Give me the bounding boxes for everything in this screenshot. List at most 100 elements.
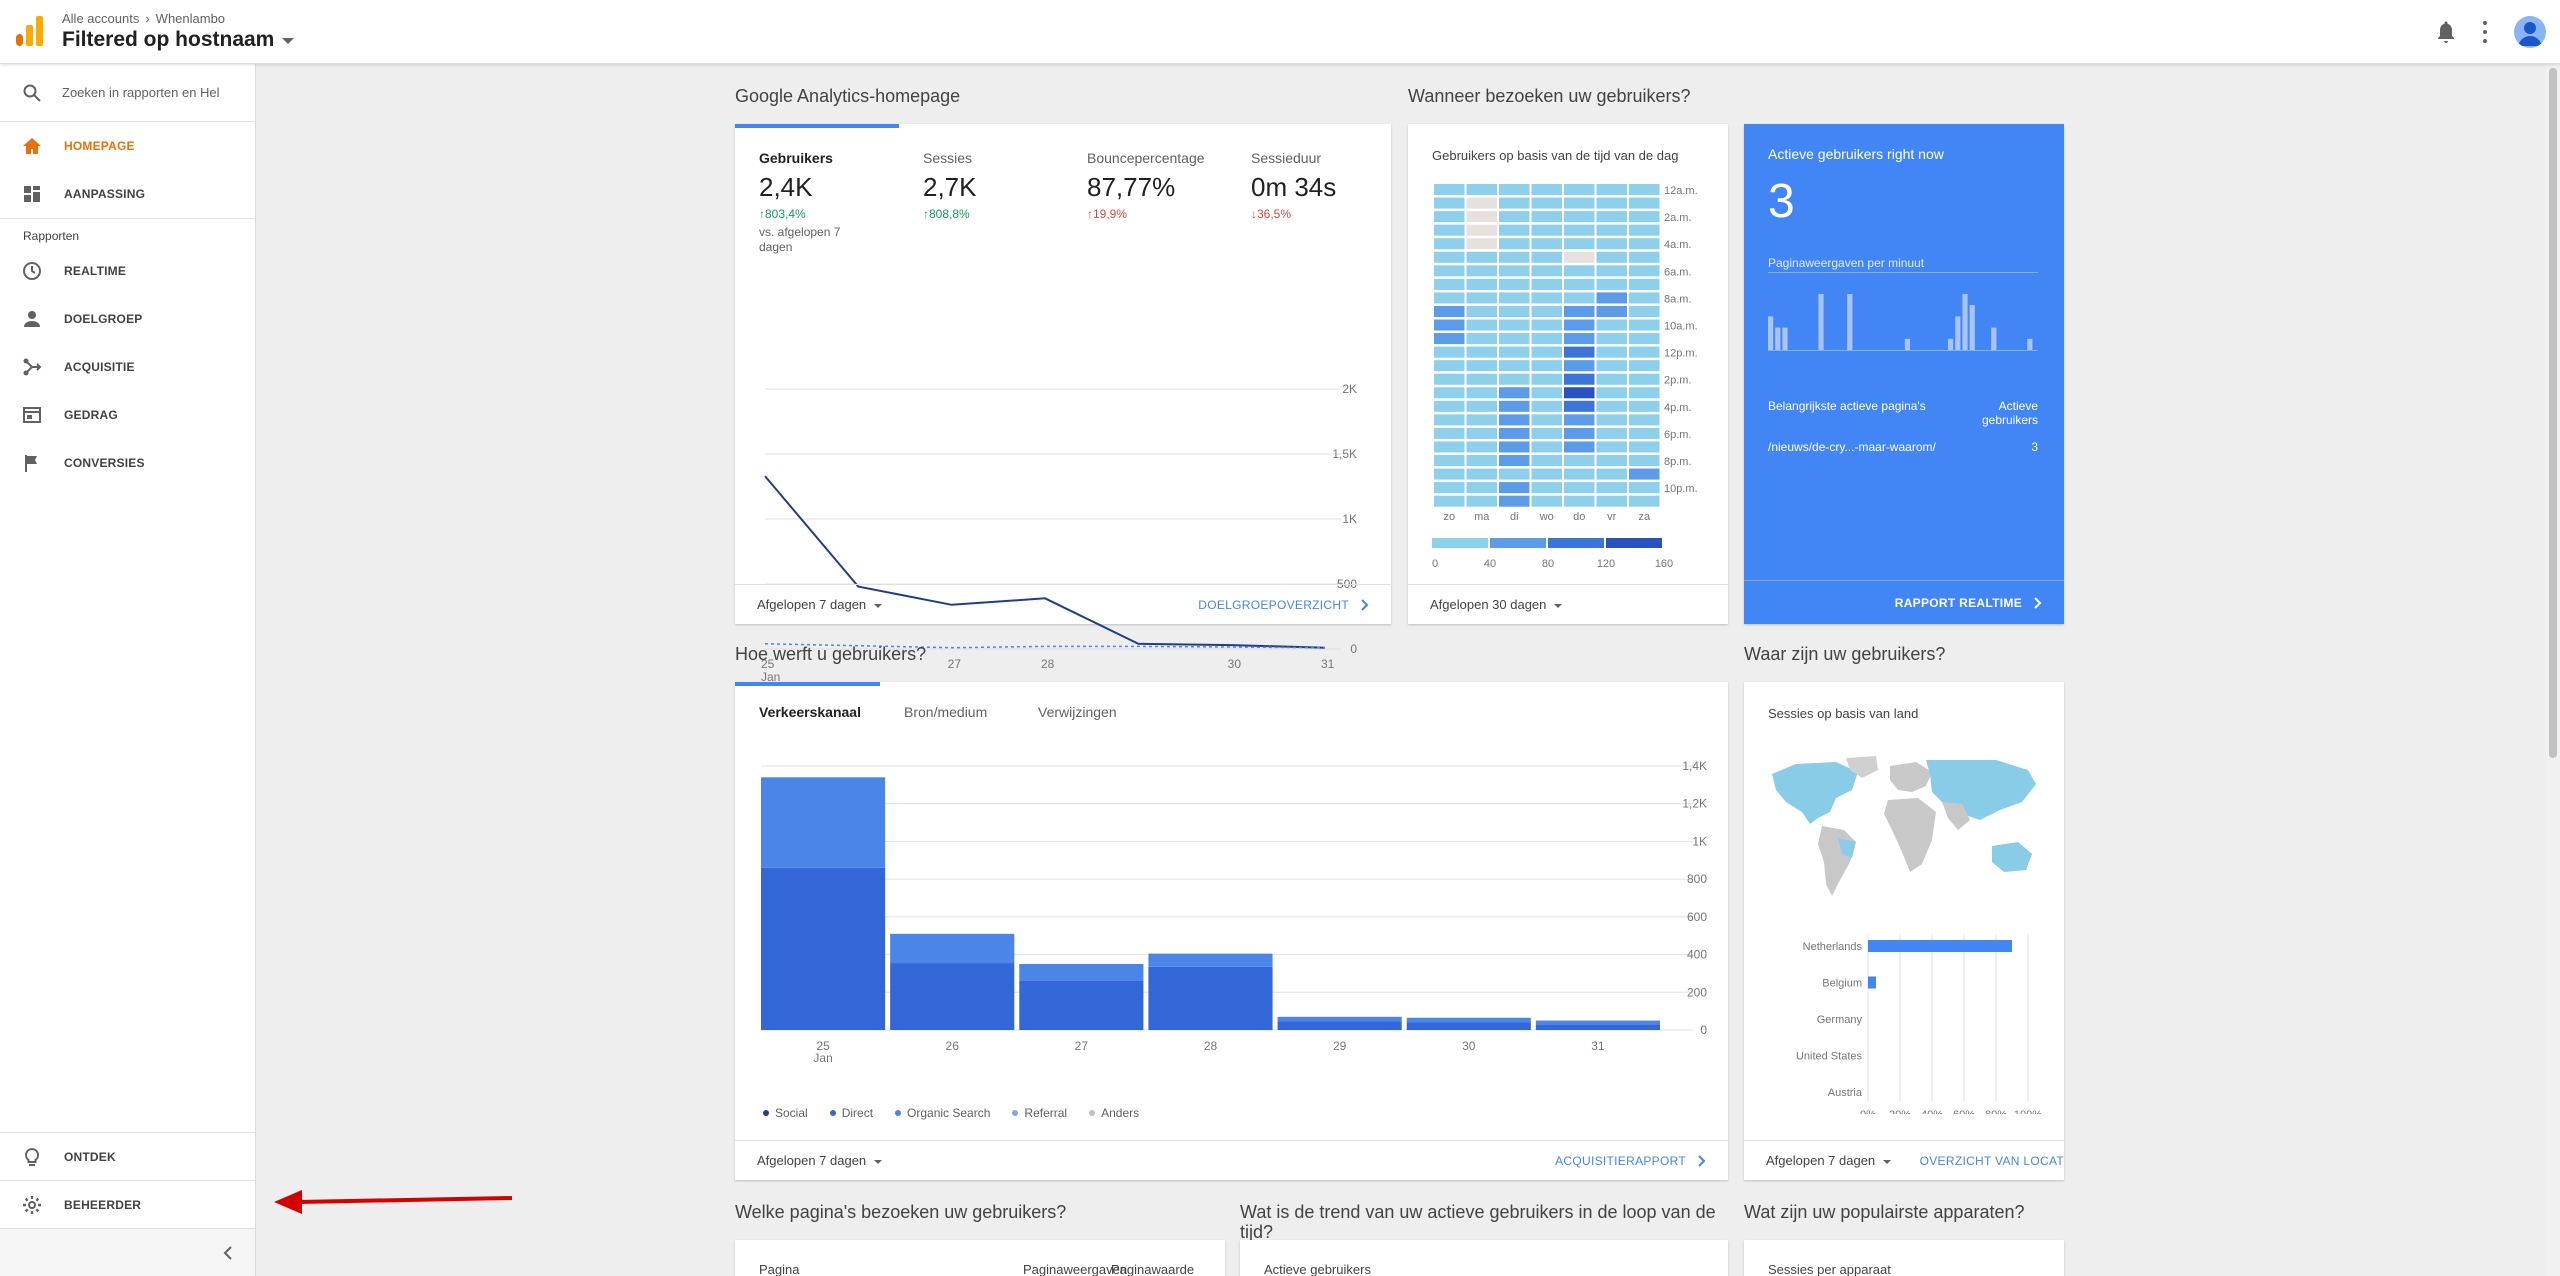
realtime-report-link[interactable]: RAPPORT REALTIME: [1744, 580, 2064, 624]
heatmap-cell: [1499, 427, 1530, 439]
heatmap-cell: [1499, 292, 1530, 304]
heatmap-cell: [1499, 224, 1530, 236]
y-tick-label: 1K: [1342, 512, 1357, 526]
nav-realtime[interactable]: REALTIME: [0, 247, 255, 295]
active-page-row[interactable]: /nieuws/de-cry...-maar-waarom/ 3: [1768, 440, 2038, 454]
legend-item[interactable]: Anders: [1089, 1106, 1139, 1120]
tab-channel[interactable]: Verkeerskanaal: [759, 704, 861, 720]
heatmap-cell: [1499, 373, 1530, 385]
heatmap-cell: [1596, 319, 1627, 331]
australia-region[interactable]: [1992, 842, 2032, 872]
chart-baseline: [1768, 350, 2038, 351]
heatmap-cell: [1596, 387, 1627, 399]
x-tick-label: Jan: [813, 1051, 832, 1065]
nav-acquisition[interactable]: ACQUISITIE: [0, 343, 255, 391]
x-tick-label: 29: [1333, 1039, 1347, 1053]
link-label: ACQUISITIERAPPORT: [1555, 1153, 1686, 1168]
search-input[interactable]: Zoeken in rapporten en Hel: [62, 85, 220, 100]
heatmap-cell: [1596, 427, 1627, 439]
page-scrollbar[interactable]: [2546, 64, 2560, 1276]
kpi-value: 87,77%: [1087, 172, 1176, 202]
stacked-bar-segment: [1535, 1024, 1660, 1030]
stacked-bar-segment: [1277, 1021, 1402, 1030]
breadcrumb-property[interactable]: Whenlambo: [155, 11, 226, 26]
collapse-sidebar[interactable]: [0, 1228, 255, 1276]
heatmap-cell: [1499, 468, 1530, 480]
view-selector[interactable]: Filtered op hostnaam: [62, 28, 295, 52]
gear-icon: [23, 1195, 41, 1214]
y-tick-label: 0: [1350, 642, 1357, 656]
geo-section-title: Waar zijn uw gebruikers?: [1744, 644, 1946, 664]
caret-down-icon: [282, 38, 295, 44]
heatmap-cell: [1596, 211, 1627, 223]
date-range-dropdown[interactable]: Afgelopen 7 dagen: [757, 597, 883, 612]
more-options-icon[interactable]: [2482, 21, 2488, 43]
caret-down-icon: [874, 1159, 883, 1164]
heatmap-cell: [1434, 414, 1465, 426]
pageview-bar: [1948, 338, 1954, 350]
greenland-region: [1846, 756, 1878, 778]
kpi-bounce-rate[interactable]: Bouncepercentage 87,77% ↑19,9%: [1087, 150, 1237, 221]
kpi-sessions[interactable]: Sessies 2,7K ↑808,8%: [923, 150, 1073, 221]
legend-item[interactable]: Referral: [1012, 1106, 1067, 1120]
nav-admin[interactable]: BEHEERDER: [0, 1180, 255, 1228]
kpi-value: 2,4K: [759, 172, 813, 202]
heatmap-cell: [1596, 360, 1627, 372]
heatmap-cell: [1531, 251, 1562, 263]
user-avatar[interactable]: [2514, 16, 2546, 48]
date-range-dropdown[interactable]: Afgelopen 7 dagen: [1766, 1153, 1892, 1168]
pages-card: Pagina Paginaweergaven Paginawaarde: [735, 1240, 1225, 1276]
legend-label: Referral: [1024, 1106, 1068, 1120]
date-range-dropdown[interactable]: Afgelopen 7 dagen: [757, 1153, 883, 1168]
column-page: Pagina: [759, 1262, 800, 1276]
acquisition-report-link[interactable]: ACQUISITIERAPPORT: [1555, 1154, 1706, 1168]
nav-customization[interactable]: AANPASSING: [0, 170, 255, 218]
breadcrumb-accounts[interactable]: Alle accounts: [62, 11, 140, 26]
column-page-value: Paginawaarde: [1111, 1262, 1195, 1276]
north-america-region[interactable]: [1772, 762, 1858, 824]
world-map[interactable]: [1766, 754, 2042, 904]
nav-label: REALTIME: [64, 264, 127, 278]
heatmap-cell: [1434, 251, 1465, 263]
heatmap-cell: [1499, 360, 1530, 372]
heatmap-cell: [1499, 319, 1530, 331]
x-tick-label: 27: [1075, 1039, 1089, 1053]
legend-swatch: [1089, 1110, 1096, 1116]
country-label: Austria: [1828, 1087, 1863, 1099]
report-search[interactable]: Zoeken in rapporten en Hel: [0, 64, 255, 122]
kpi-users[interactable]: Gebruikers 2,4K ↑803,4% vs. afgelopen 7 …: [759, 150, 909, 255]
europe-region[interactable]: [1890, 762, 1932, 792]
heatmap-cell: [1434, 387, 1465, 399]
analytics-logo-icon[interactable]: [16, 16, 44, 46]
day-label: zo: [1443, 511, 1455, 523]
location-overview-link[interactable]: OVERZICHT VAN LOCAT: [1920, 1154, 2064, 1168]
breadcrumb[interactable]: Alle accounts › Whenlambo: [62, 11, 225, 26]
heatmap-cell: [1434, 360, 1465, 372]
nav-conversions[interactable]: CONVERSIES: [0, 439, 255, 487]
kpi-session-duration[interactable]: Sessieduur 0m 34s ↓36,5%: [1251, 150, 1401, 221]
nav-homepage[interactable]: HOMEPAGE: [0, 122, 255, 170]
scrollbar-thumb[interactable]: [2549, 68, 2557, 758]
tab-source-medium[interactable]: Bron/medium: [904, 704, 988, 720]
heatmap-cell: [1596, 224, 1627, 236]
nav-behavior[interactable]: GEDRAG: [0, 391, 255, 439]
south-america-region[interactable]: [1818, 826, 1856, 896]
audience-overview-link[interactable]: DOELGROEPOVERZICHT: [1198, 598, 1369, 612]
legend-label: Organic Search: [907, 1106, 991, 1120]
heatmap-cell: [1466, 184, 1497, 196]
asia-region[interactable]: [1926, 760, 2036, 820]
legend-item[interactable]: Social: [763, 1106, 808, 1120]
africa-region[interactable]: [1884, 798, 1936, 872]
heatmap-cell: [1434, 305, 1465, 317]
heatmap-cell: [1629, 455, 1660, 467]
heatmap-cell: [1434, 495, 1465, 507]
heatmap-cell: [1499, 333, 1530, 345]
date-range-dropdown[interactable]: Afgelopen 30 dagen: [1430, 597, 1563, 612]
heatmap-cell: [1564, 387, 1595, 399]
legend-item[interactable]: Direct: [829, 1106, 873, 1120]
nav-audience[interactable]: DOELGROEP: [0, 295, 255, 343]
nav-discover[interactable]: ONTDEK: [0, 1132, 255, 1180]
notifications-bell-icon[interactable]: [2436, 21, 2456, 43]
tab-referrals[interactable]: Verwijzingen: [1038, 704, 1117, 720]
legend-item[interactable]: Organic Search: [895, 1106, 990, 1120]
